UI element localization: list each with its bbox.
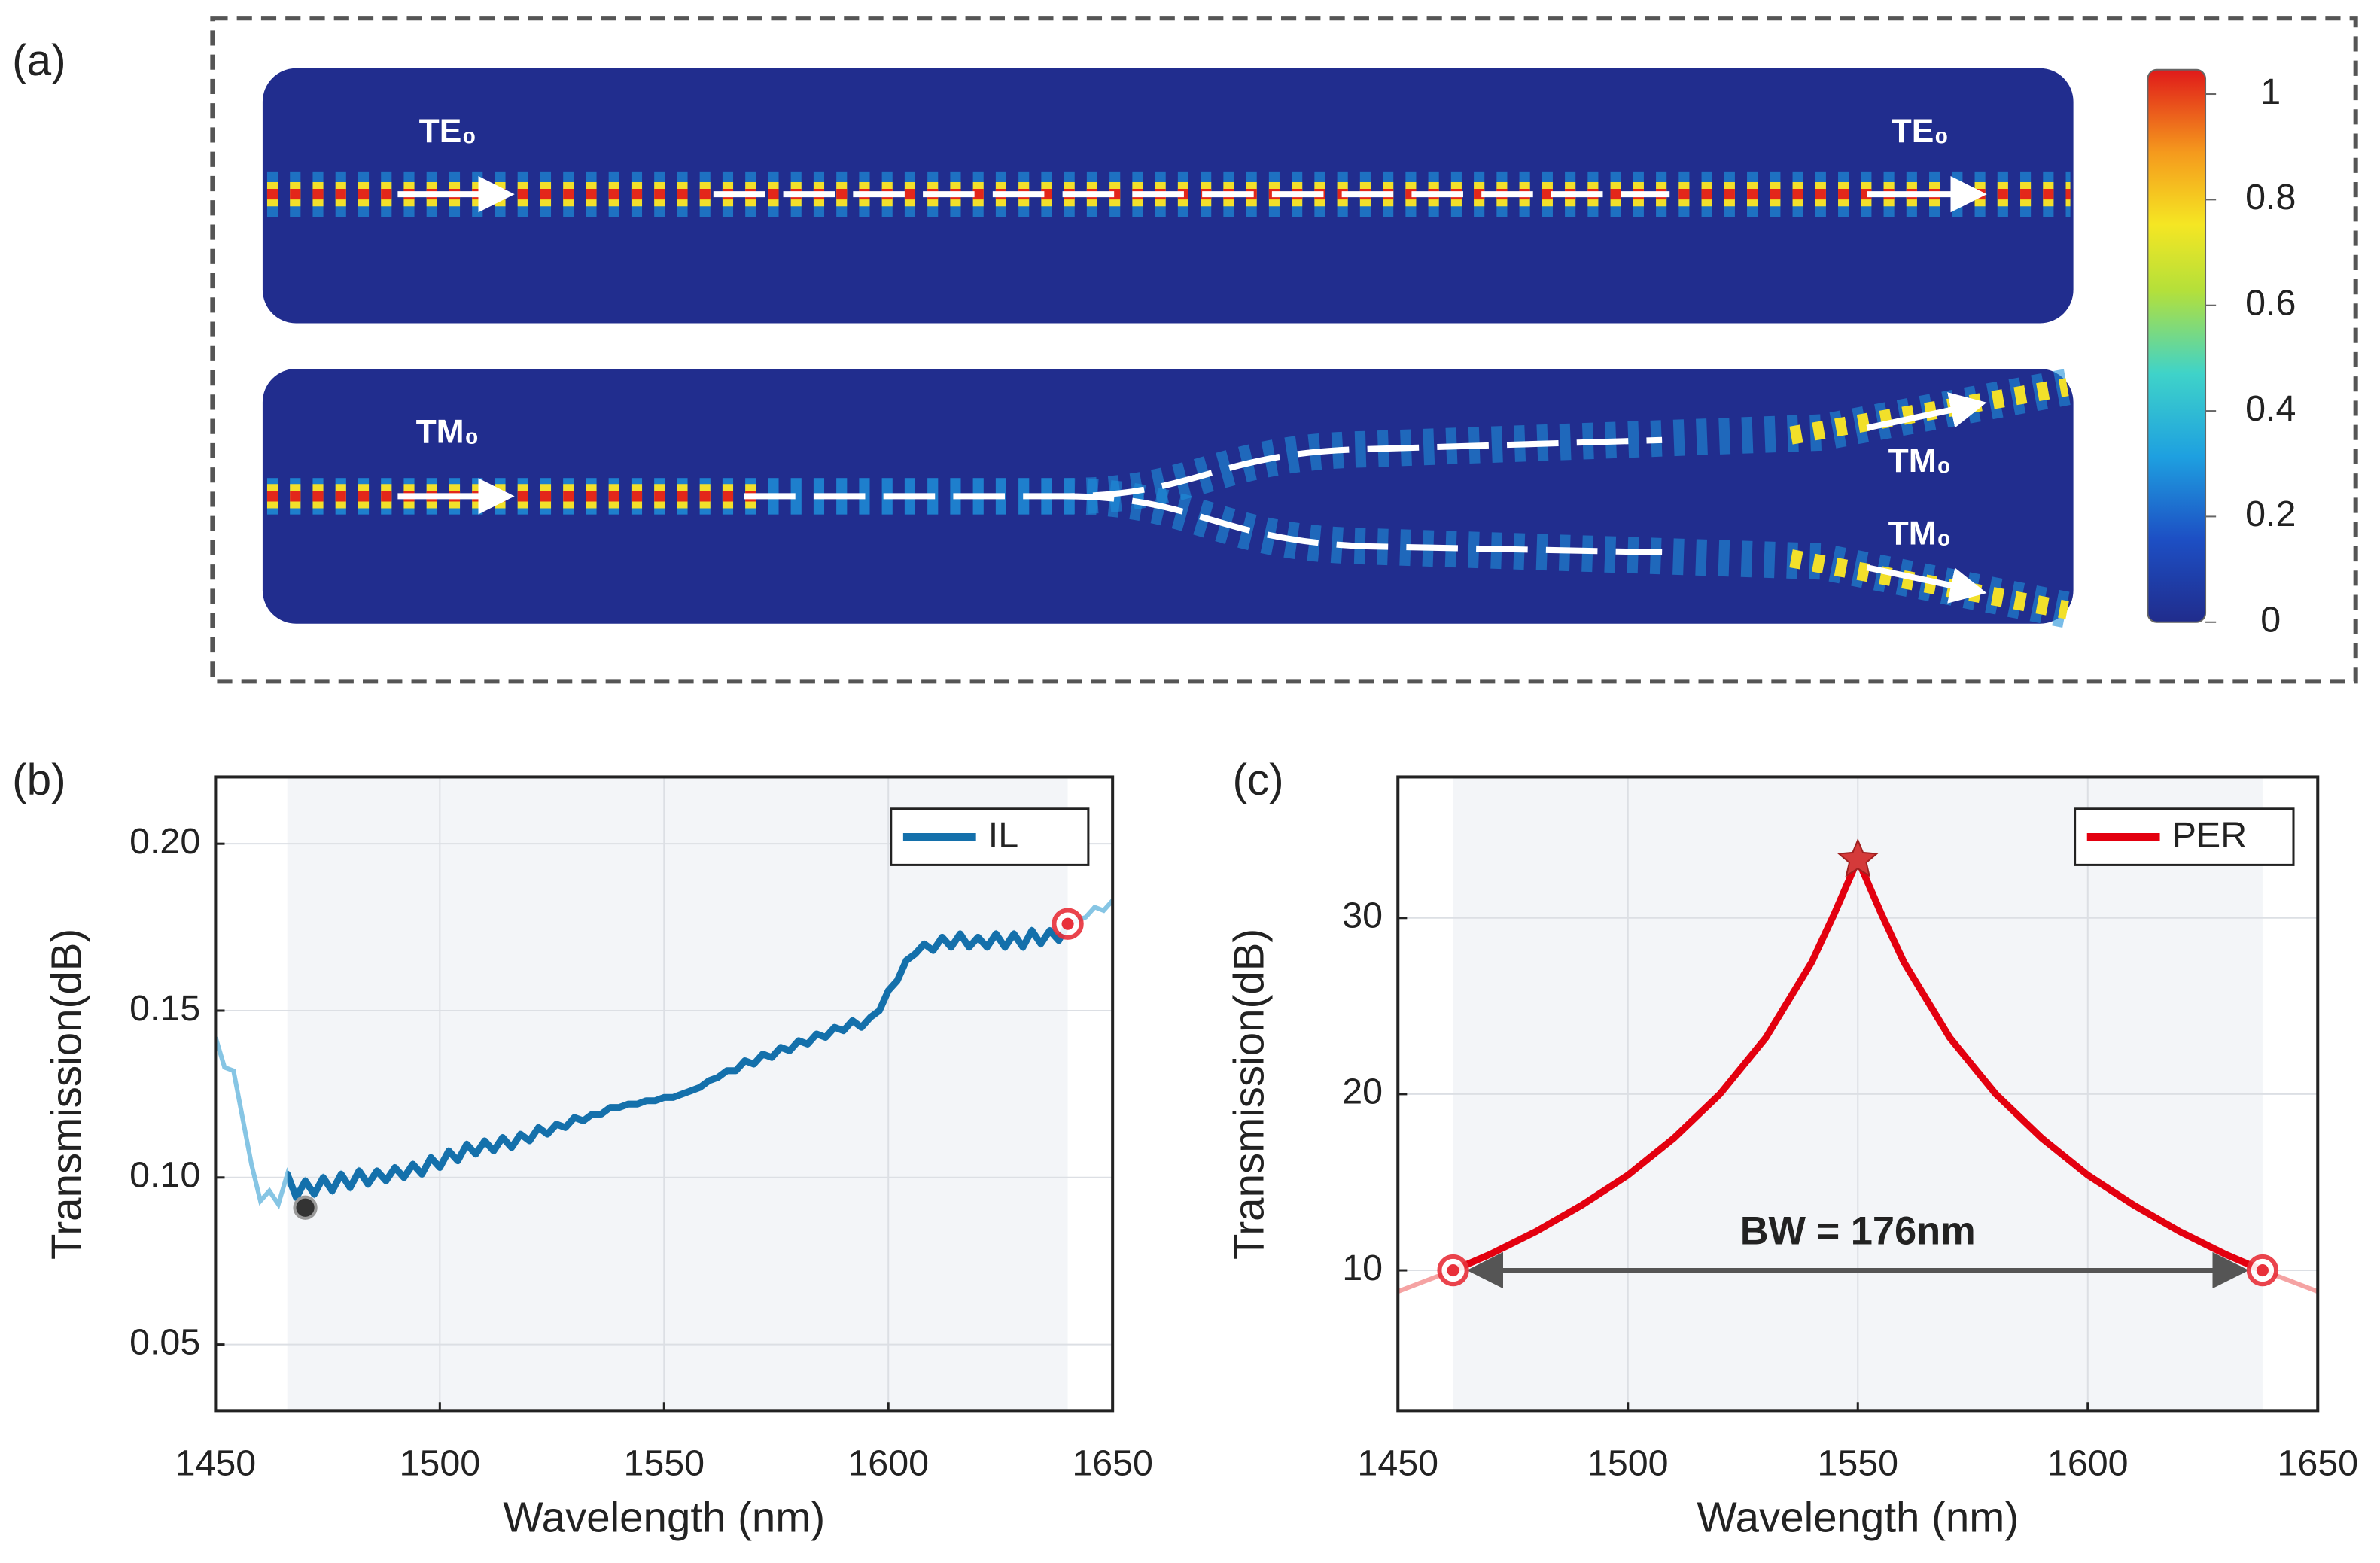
marker-dot [1447, 1263, 1459, 1277]
marker [1837, 838, 1879, 877]
y-tick-label: 0.20 [129, 821, 200, 862]
x-axis-title: Wavelength (nm) [503, 1493, 825, 1540]
panel-label: (c) [1232, 756, 1283, 804]
x-tick-label: 1600 [2047, 1443, 2129, 1484]
y-tick-label: 30 [1342, 896, 1383, 936]
legend-label: PER [2172, 815, 2247, 856]
colorbar-tick-label: 0.8 [2245, 177, 2296, 217]
panel-frame [210, 16, 2358, 684]
x-tick-label: 1650 [1072, 1443, 1153, 1484]
marker [293, 1195, 318, 1220]
marker-dot [1061, 917, 1074, 930]
colorbar-tick-label: 0 [2260, 600, 2281, 640]
y-tick-label: 20 [1342, 1072, 1383, 1112]
chart: 1450 1500 1550 1600 1650 10 20 30 Wavelength (nm… [1225, 775, 2358, 1540]
marker-dot [2256, 1263, 2269, 1277]
x-tick-label: 1500 [1587, 1443, 1669, 1484]
colorbar-tick-label: 1 [2260, 71, 2281, 112]
axes-frame [1396, 775, 2320, 1413]
x-tick-label: 1500 [400, 1443, 481, 1484]
panel-label: (a) [12, 36, 65, 85]
mode-label: TM₀ [1888, 515, 1952, 552]
field-map-tm [262, 369, 2074, 628]
x-tick-label: 1450 [1357, 1443, 1438, 1484]
chart: 1450 1500 1550 1600 1650 0.05 0.10 0.15 0.20 Wave… [43, 775, 1153, 1540]
mode-label: TE₀ [1892, 113, 1949, 150]
y-axis-title: Transmission(dB) [43, 929, 90, 1260]
x-tick-label: 1650 [2277, 1443, 2358, 1484]
colorbar-tick-label: 0.2 [2245, 494, 2296, 534]
mode-label: TM₀ [1888, 442, 1952, 479]
field-map-te [262, 68, 2074, 324]
y-tick-label: 10 [1342, 1248, 1383, 1288]
panel-label: (b) [12, 756, 65, 804]
colorbar-tick-label: 0.4 [2245, 388, 2296, 429]
y-tick-label: 0.15 [129, 988, 200, 1029]
x-tick-label: 1550 [623, 1443, 705, 1484]
legend-label: IL [988, 815, 1018, 856]
annotation: BW = 176nm [1740, 1209, 1976, 1253]
series-line [287, 920, 1068, 1201]
x-axis-title: Wavelength (nm) [1697, 1493, 2019, 1540]
x-tick-label: 1550 [1817, 1443, 1898, 1484]
y-axis-title: Transmission(dB) [1225, 929, 1273, 1260]
mode-label: TM₀ [416, 413, 479, 450]
y-tick-label: 0.10 [129, 1155, 200, 1196]
x-tick-label: 1600 [848, 1443, 929, 1484]
mode-label: TE₀ [419, 113, 477, 150]
y-tick-label: 0.05 [129, 1321, 200, 1362]
axes-frame [214, 775, 1115, 1413]
x-tick-label: 1450 [175, 1443, 257, 1484]
colorbar [2147, 68, 2207, 623]
colorbar-tick-label: 0.6 [2245, 283, 2296, 324]
